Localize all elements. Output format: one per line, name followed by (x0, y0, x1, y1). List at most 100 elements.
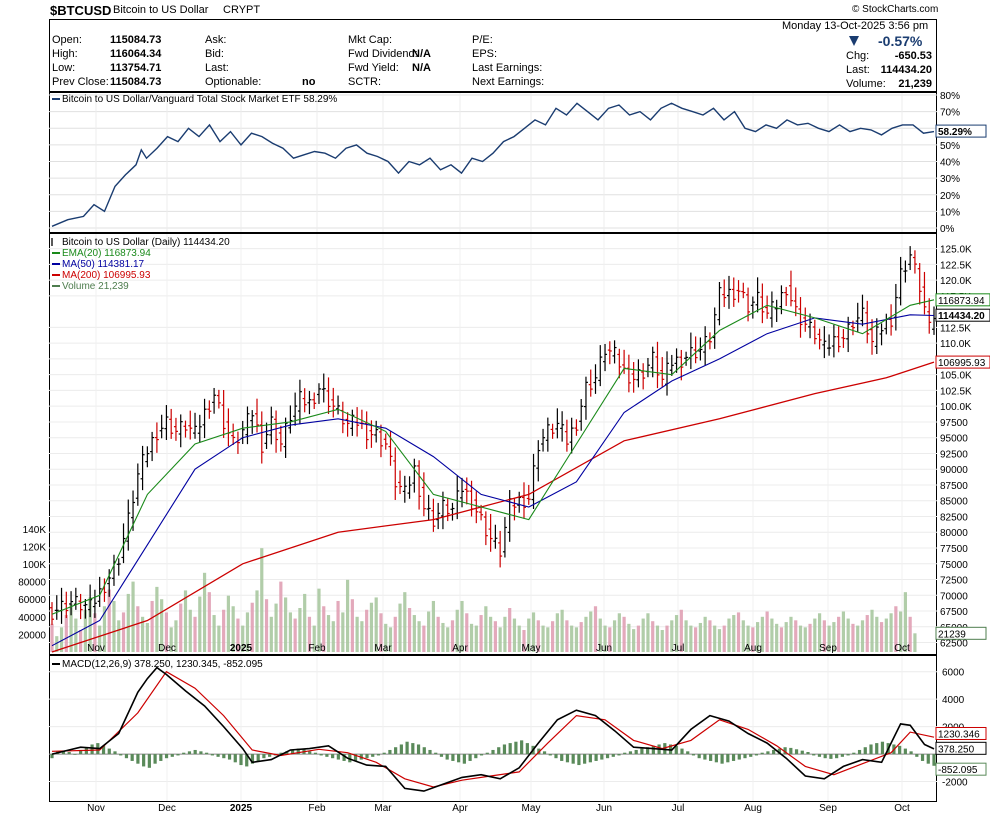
macd-histogram-bar (754, 754, 759, 756)
volume-bar (560, 609, 564, 652)
volume-bar (431, 600, 436, 652)
macd-histogram-bar (869, 744, 873, 755)
field-value: 115084.73 (110, 76, 162, 88)
macd-histogram-bar (915, 754, 919, 757)
ratio-last-value: 58.29% (938, 127, 972, 138)
macd-histogram-bar (686, 751, 690, 755)
macd-histogram-bar (777, 748, 781, 755)
macd-histogram-bar (79, 749, 83, 755)
macd-histogram-bar (542, 751, 547, 755)
volume-bar (102, 606, 107, 652)
volume-bar (746, 625, 750, 652)
volume-tick-label: 140K (23, 525, 47, 536)
volume-bar (503, 616, 507, 652)
volume-bar (736, 612, 741, 652)
price-legend: Bitcoin to US Dollar (Daily) 114434.20 (62, 237, 230, 248)
volume-bar (484, 606, 488, 652)
macd-histogram-bar (634, 749, 638, 755)
volume-bar (546, 627, 550, 652)
series-legend-label: Volume 21,239 (62, 281, 129, 292)
volume-last-value: 21239 (938, 629, 966, 640)
volume-bar (851, 623, 855, 652)
ema20-last-badge (935, 293, 990, 307)
macd-histogram-bar (605, 754, 610, 759)
macd-histogram-bar (113, 751, 117, 755)
macd-histogram-bar (216, 754, 220, 757)
volume-bar (217, 625, 221, 652)
price-tick-label: 110.0K (940, 339, 971, 350)
month-label: Apr (452, 643, 468, 654)
volume-bar (870, 609, 874, 652)
volume-value: 21,239 (898, 78, 932, 90)
macd-histogram-bar (709, 754, 713, 761)
macd-histogram-bar (130, 754, 134, 761)
volume-bar (112, 600, 116, 652)
macd-histogram-bar (336, 754, 340, 760)
macd-histogram-bar (497, 747, 501, 755)
ratio-panel[interactable] (49, 92, 937, 233)
last-value: 114434.20 (880, 64, 932, 76)
macd-histogram-bar (416, 744, 421, 755)
macd-histogram-bar (852, 752, 856, 755)
price-tick-label: 85000 (940, 497, 968, 508)
volume-bar (188, 609, 192, 652)
volume-bar (350, 599, 354, 652)
macd-last-badge (935, 741, 987, 755)
macd-histogram-bar (107, 748, 111, 755)
volume-bar (760, 616, 764, 652)
volume-bar (465, 613, 469, 652)
header-panel (49, 19, 937, 92)
macd-signal-line (51, 670, 935, 788)
macd-histogram-bar (846, 754, 850, 756)
macd-histogram-bar (124, 754, 129, 759)
macd-histogram-bar (176, 754, 180, 756)
volume-bar (274, 603, 278, 652)
ema20-line (51, 299, 935, 615)
volume-bar (908, 616, 912, 652)
volume-bar (913, 633, 917, 652)
price-tick-label: 100.0K (940, 402, 972, 413)
macd-histogram-bar (857, 749, 862, 755)
volume-bar (374, 597, 378, 652)
volume-bar (837, 616, 841, 652)
bottom-month-label: Oct (894, 803, 910, 814)
macd-histogram-bar (227, 754, 232, 760)
macd-histogram-bar (245, 754, 249, 767)
macd-histogram-bar (766, 751, 770, 755)
volume-bar (145, 622, 149, 652)
macd-histogram-bar (772, 749, 776, 755)
macd-histogram-bar (187, 751, 192, 755)
macd-histogram-bar (485, 752, 489, 755)
macd-histogram-bar (806, 752, 810, 755)
volume-bar (83, 609, 87, 652)
symbol[interactable]: $BTCUSD (50, 3, 112, 18)
macd-histogram-bar (560, 754, 564, 761)
volume-bar (875, 616, 879, 652)
macd-histogram-bar (789, 747, 793, 755)
price-tick-label: 120.0K (940, 276, 972, 287)
volume-bar (903, 592, 907, 652)
bottom-month-label: Mar (374, 803, 392, 814)
volume-bar (183, 590, 188, 652)
field-label: Fwd Dividend: (348, 48, 418, 60)
price-panel[interactable] (49, 233, 937, 655)
brand[interactable]: © StockCharts.com (852, 4, 939, 15)
volume-bar (660, 630, 664, 652)
volume-bar (555, 613, 559, 652)
price-tick-label: 105.0K (940, 371, 972, 382)
volume-bar (517, 625, 521, 652)
macd-histogram-bar (313, 752, 318, 755)
macd-histogram-bar (474, 754, 478, 759)
volume-bar (284, 597, 288, 652)
symbol-name: Bitcoin to US Dollar (113, 4, 209, 16)
volume-bars (50, 548, 917, 652)
price-tick-label: 77500 (940, 544, 968, 555)
volume-last-badge (935, 626, 987, 640)
volume-bar (393, 616, 397, 652)
volume-bar (193, 616, 197, 652)
macd-histogram-bar (331, 754, 335, 759)
macd-histogram-bar (250, 754, 255, 764)
macd-histogram-bar (743, 754, 747, 759)
price-tick-label: 90000 (940, 465, 968, 476)
volume-bar (813, 618, 817, 652)
